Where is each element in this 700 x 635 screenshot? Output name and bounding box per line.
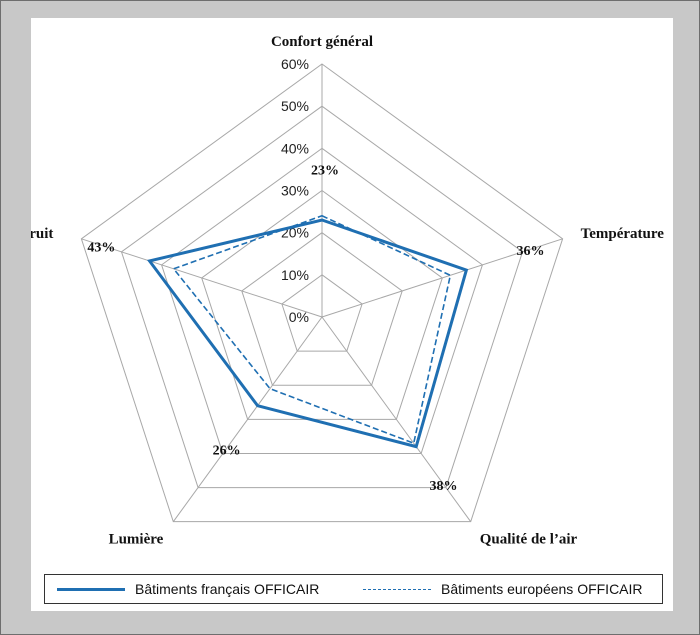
axis-label: Bruit [31,226,53,242]
tick-label: 40% [281,140,309,156]
data-label: 43% [87,240,115,255]
axis-label: Lumière [109,532,164,548]
grid-ring [281,274,363,352]
axis-label: Température [581,226,665,242]
tick-label: 50% [281,98,309,114]
axis-spoke [321,316,472,522]
axis-spoke [321,238,563,318]
legend-swatch-solid [57,587,125,591]
legend-label: Bâtiments français OFFICAIR [135,581,320,597]
axis-label: Confort général [271,34,373,50]
tick-label: 30% [281,183,309,199]
radar-chart: 0%10%20%30%40%50%60%Confort généralTempé… [31,34,665,548]
axis-spoke [172,316,323,522]
series-line-european [172,214,452,445]
legend: Bâtiments français OFFICAIR Bâtiments eu… [44,574,663,604]
legend-item-european: Bâtiments européens OFFICAIR [363,575,643,603]
chart-panel: 0% 10% 20% 30% 40% 50% 60% Confort général Tempé… [31,18,673,611]
tick-label: 60% [281,56,309,72]
data-label: 36% [517,244,545,259]
grid-ring [161,147,483,454]
data-label: 23% [311,164,339,179]
tick-label: 0% [289,309,309,325]
legend-swatch-dashed [363,588,431,590]
axis-spoke [81,238,323,318]
grid-ring [120,105,524,489]
series-line-french [146,218,469,449]
grid-ring [241,232,403,386]
axis-label: Qualité de l’air [480,532,578,548]
tick-label: 10% [281,267,309,283]
data-label: 38% [429,479,457,494]
grid-ring [201,189,443,420]
grid-ring [80,63,564,523]
legend-label: Bâtiments européens OFFICAIR [441,581,643,597]
legend-item-french: Bâtiments français OFFICAIR [57,575,319,603]
data-label: 26% [213,443,241,458]
